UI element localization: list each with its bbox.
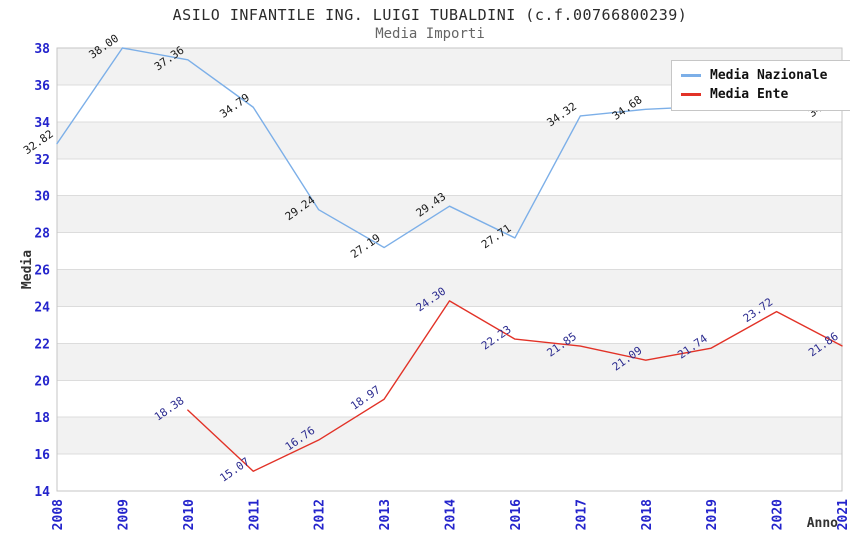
legend-item-media-ente: Media Ente (681, 85, 850, 104)
y-tick-label: 32 (34, 153, 50, 168)
x-tick-label: 2019 (705, 499, 720, 530)
y-tick-label: 22 (34, 337, 50, 352)
point-label: 15.07 (217, 455, 252, 485)
y-tick-label: 20 (34, 374, 50, 389)
y-axis-title: Media (20, 250, 35, 289)
y-tick-label: 36 (34, 79, 50, 94)
y-tick-label: 18 (34, 411, 50, 426)
y-tick-label: 26 (34, 264, 50, 279)
x-tick-label: 2009 (116, 499, 131, 530)
x-tick-label: 2014 (444, 499, 459, 530)
point-label: 27.19 (348, 231, 383, 261)
series-line (187, 300, 843, 472)
x-tick-label: 2010 (182, 499, 197, 530)
point-label: 34.68 (610, 93, 645, 123)
x-tick-label: 2012 (313, 499, 328, 530)
y-tick-label: 24 (34, 300, 50, 315)
x-tick-label: 2021 (836, 499, 850, 530)
chart-title: ASILO INFANTILE ING. LUIGI TUBALDINI (c.… (172, 6, 688, 24)
chart-subtitle: Media Importi (375, 26, 485, 42)
y-tick-label: 38 (34, 42, 50, 57)
legend: Media Nazionale Media Ente (671, 60, 850, 111)
point-label: 34.79 (217, 91, 252, 121)
line-swatch-icon (681, 93, 701, 96)
legend-item-media-nazionale: Media Nazionale (681, 66, 850, 85)
x-tick-label: 2011 (247, 499, 262, 530)
x-tick-label: 2018 (640, 499, 655, 530)
y-tick-label: 16 (34, 448, 50, 463)
y-tick-label: 34 (34, 116, 50, 131)
y-tick-label: 30 (34, 190, 50, 205)
legend-label: Media Nazionale (710, 68, 828, 83)
legend-label: Media Ente (710, 87, 789, 102)
point-label: 18.97 (348, 383, 383, 413)
y-tick-label: 28 (34, 227, 50, 242)
x-tick-label: 2016 (509, 499, 524, 530)
x-tick-label: 2008 (51, 499, 66, 530)
x-tick-label: 2013 (378, 499, 393, 530)
y-tick-label: 14 (34, 485, 50, 500)
line-swatch-icon (681, 74, 701, 77)
x-tick-label: 2017 (574, 499, 589, 530)
x-axis-title: Anno (807, 516, 838, 531)
x-tick-label: 2020 (771, 499, 786, 530)
